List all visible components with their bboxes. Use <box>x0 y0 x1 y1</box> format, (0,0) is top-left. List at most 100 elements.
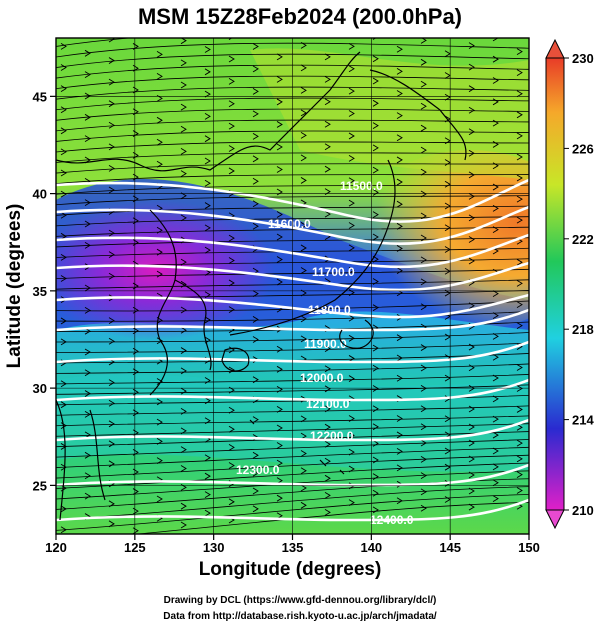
streamline-arrow <box>180 347 187 354</box>
streamline <box>56 141 529 153</box>
streamline-arrow <box>84 92 91 100</box>
streamline-arrow <box>84 451 91 459</box>
streamline-arrow <box>276 406 283 413</box>
streamline-arrow <box>108 420 115 428</box>
streamline-arrow <box>84 390 91 397</box>
contour-label: 12200.0 <box>310 429 354 443</box>
contour-label: 12400.0 <box>370 513 414 527</box>
contour-line <box>56 261 529 292</box>
streamline-arrow <box>492 183 499 191</box>
coastlines <box>56 51 467 521</box>
streamline-arrow <box>180 306 187 314</box>
streamline-arrow <box>204 397 211 405</box>
streamline-arrow <box>300 177 307 184</box>
streamline-arrow <box>300 335 307 343</box>
streamline-arrow <box>276 442 283 449</box>
streamline-arrow <box>516 90 523 98</box>
contour-line <box>56 178 529 223</box>
colorbar-lower-arrow <box>545 509 565 530</box>
streamline-arrow <box>468 42 475 49</box>
streamline-arrow <box>204 224 211 232</box>
streamline-arrow <box>276 385 283 393</box>
streamline-arrow <box>60 106 67 114</box>
streamline-arrow <box>228 122 235 130</box>
streamline-arrow <box>108 440 115 448</box>
streamline-arrow <box>420 146 427 154</box>
streamline-arrow <box>468 85 475 93</box>
streamline-arrow <box>228 462 235 469</box>
streamline-arrow <box>492 77 499 84</box>
streamline-arrow <box>348 334 355 342</box>
streamline-arrow <box>276 459 283 467</box>
streamline-arrow <box>492 495 499 503</box>
streamline-arrow <box>516 111 523 119</box>
streamline-arrow <box>420 234 427 242</box>
streamline-arrow <box>445 29 450 35</box>
streamline <box>56 42 529 58</box>
streamline-arrow <box>108 143 115 151</box>
streamline-arrow <box>372 55 379 63</box>
streamline-arrow <box>348 431 355 439</box>
streamline-arrow <box>420 455 427 463</box>
map-title: MSM 15Z28Feb2024 (200.0hPa) <box>138 4 462 29</box>
streamline-arrow <box>300 244 307 252</box>
streamline-arrow <box>372 440 379 447</box>
contour-label: 12000.0 <box>300 371 344 385</box>
streamline <box>56 394 529 406</box>
streamline-arrow <box>108 272 115 280</box>
streamline-arrow <box>324 440 331 448</box>
streamline-arrow <box>324 509 331 516</box>
streamline-arrow <box>276 256 283 263</box>
streamline-arrow <box>228 257 235 264</box>
streamline-arrow <box>492 226 499 234</box>
streamline-arrow <box>108 500 115 508</box>
streamline <box>56 446 529 468</box>
streamline-arrow <box>180 465 187 472</box>
streamline-arrow <box>180 446 187 454</box>
streamline-arrow <box>156 337 163 345</box>
streamline-arrow <box>108 38 115 43</box>
streamline-arrow <box>84 369 91 377</box>
streamline <box>56 53 529 68</box>
streamline-arrow <box>372 278 379 285</box>
streamline-arrow <box>348 154 355 162</box>
streamline-arrow <box>324 365 331 373</box>
streamline-arrow <box>516 471 523 479</box>
streamline-arrow <box>276 166 283 173</box>
streamline-arrow <box>84 348 91 356</box>
streamline-arrow <box>492 162 499 170</box>
colorbar-tick-label: 214 <box>572 413 594 428</box>
streamline-arrow <box>492 204 499 212</box>
streamline-arrow <box>492 353 499 361</box>
streamline-arrow <box>108 229 115 237</box>
streamline-arrow <box>516 406 523 413</box>
streamline-arrow <box>276 278 283 286</box>
streamline-arrow <box>180 258 187 266</box>
contour-label: 11600.0 <box>268 217 311 231</box>
streamline-arrow <box>276 494 283 502</box>
streamline-arrow <box>252 451 259 459</box>
streamline-arrow <box>516 301 523 309</box>
streamline-arrow <box>372 364 379 372</box>
streamline-arrow <box>156 116 163 124</box>
streamline-arrow <box>204 491 211 499</box>
streamline <box>56 152 529 163</box>
x-axis-label: Longitude (degrees) <box>199 559 382 580</box>
streamline-arrow <box>180 521 187 529</box>
streamline-arrow <box>108 337 115 345</box>
streamline-arrow <box>300 42 307 49</box>
streamline-arrow <box>60 526 67 534</box>
streamline-arrow <box>252 336 259 343</box>
streamline-arrow <box>180 502 187 510</box>
streamline-arrow <box>396 178 403 186</box>
streamline-arrow <box>252 200 259 208</box>
streamline-arrow <box>420 405 427 413</box>
streamline-arrow <box>492 395 499 403</box>
streamline-arrow <box>180 59 187 67</box>
streamline-arrow <box>204 291 211 299</box>
streamline-arrow <box>468 149 475 157</box>
streamline-arrow <box>348 110 355 117</box>
streamline-arrow <box>396 464 403 472</box>
streamline-arrow <box>204 246 211 254</box>
streamline <box>56 311 529 322</box>
